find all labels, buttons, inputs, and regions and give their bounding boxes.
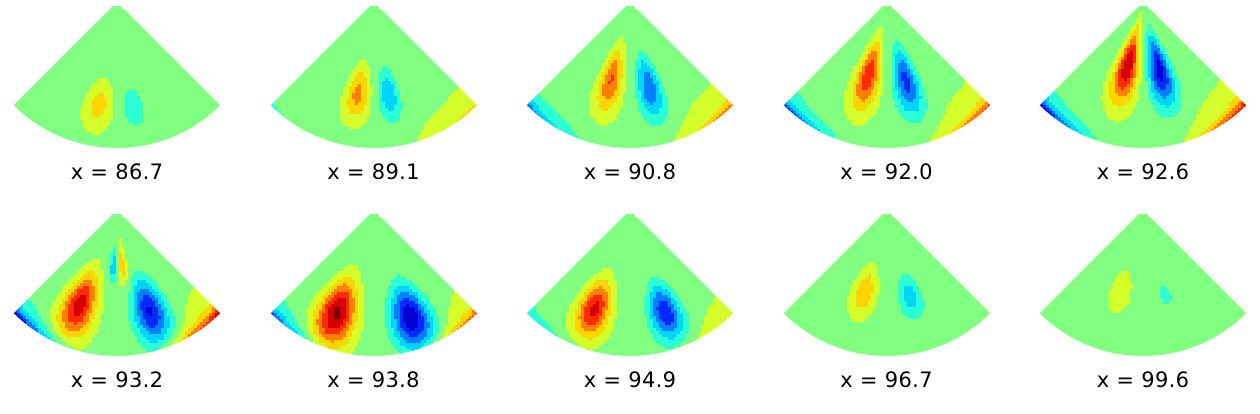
contour-plot xyxy=(1039,214,1247,357)
contour-panel: x = 93.2 xyxy=(2,214,232,414)
contour-field xyxy=(526,6,734,149)
contour-panel: x = 92.0 xyxy=(772,6,1002,206)
contour-plot xyxy=(13,214,221,357)
contour-field xyxy=(13,6,221,149)
panel-label: x = 94.9 xyxy=(515,368,745,392)
panel-label: x = 92.0 xyxy=(772,160,1002,184)
contour-plot xyxy=(270,214,477,357)
contour-plot xyxy=(783,214,990,357)
contour-plot xyxy=(783,6,990,149)
contour-panel: x = 93.8 xyxy=(259,214,489,414)
contour-panel: x = 89.1 xyxy=(259,6,489,206)
panel-label: x = 92.6 xyxy=(1028,160,1258,184)
contour-field xyxy=(270,214,477,357)
contour-panel: x = 94.9 xyxy=(515,214,745,414)
contour-panel: x = 92.6 xyxy=(1028,6,1258,206)
panel-label: x = 86.7 xyxy=(2,160,232,184)
contour-field xyxy=(270,6,477,149)
contour-plot xyxy=(13,6,221,149)
contour-plot xyxy=(270,6,477,149)
contour-plot xyxy=(526,214,734,357)
panel-label: x = 89.1 xyxy=(259,160,489,184)
contour-field xyxy=(526,214,734,357)
contour-panel: x = 90.8 xyxy=(515,6,745,206)
panel-label: x = 90.8 xyxy=(515,160,745,184)
contour-plot xyxy=(526,6,734,149)
panel-label: x = 96.7 xyxy=(772,368,1002,392)
contour-field xyxy=(13,214,221,357)
contour-panel: x = 86.7 xyxy=(2,6,232,206)
contour-field xyxy=(783,214,990,357)
panel-label: x = 93.8 xyxy=(259,368,489,392)
contour-panel: x = 96.7 xyxy=(772,214,1002,414)
contour-field xyxy=(1039,214,1247,357)
panel-label: x = 93.2 xyxy=(2,368,232,392)
contour-plot xyxy=(1039,6,1247,149)
contour-field xyxy=(1039,6,1247,149)
panel-label: x = 99.6 xyxy=(1028,368,1258,392)
contour-panel: x = 99.6 xyxy=(1028,214,1258,414)
contour-field xyxy=(783,6,990,149)
